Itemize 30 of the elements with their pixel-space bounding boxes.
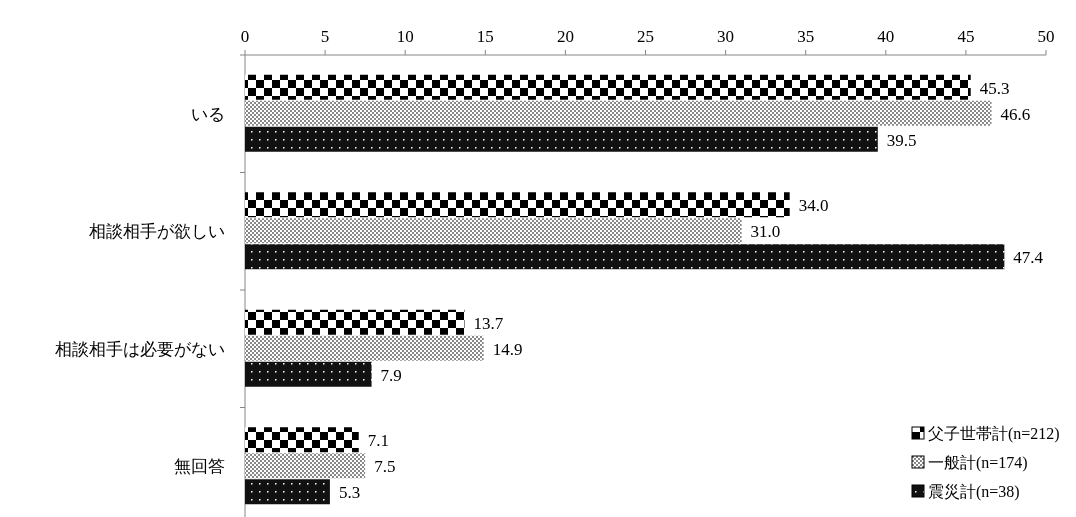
y-tick-label: 相談相手は必要がない (55, 339, 225, 359)
x-tick-label: 30 (717, 27, 735, 46)
x-tick-label: 45 (957, 27, 975, 46)
x-tick-label: 25 (637, 27, 654, 46)
data-label: 31.0 (750, 222, 781, 242)
x-tick-label: 20 (556, 27, 574, 46)
data-label: 47.4 (1013, 248, 1044, 268)
legend-label: 震災計(n=38) (928, 483, 1020, 501)
x-tick-label: 35 (797, 27, 815, 46)
legend-label: 一般計(n=174) (928, 454, 1028, 472)
data-label: 14.9 (492, 339, 523, 359)
data-label: 5.3 (338, 483, 361, 503)
x-tick-label: 10 (396, 27, 414, 46)
legend-label: 父子世帯計(n=212) (928, 425, 1060, 443)
x-tick-label: 0 (240, 27, 250, 46)
data-label: 46.6 (1000, 104, 1031, 124)
data-label: 7.5 (374, 457, 396, 477)
data-label: 7.1 (367, 431, 389, 451)
data-label: 34.0 (798, 196, 829, 216)
x-tick-label: 40 (877, 27, 895, 46)
data-label: 7.9 (380, 365, 402, 385)
data-label: 45.3 (979, 78, 1010, 98)
x-tick-label: 15 (476, 27, 494, 46)
x-tick-label: 50 (1037, 27, 1055, 46)
y-tick-label: 無回答 (174, 457, 225, 477)
data-label: 13.7 (473, 313, 504, 333)
y-tick-label: 相談相手が欲しい (89, 222, 225, 242)
x-tick-label: 5 (320, 27, 330, 46)
y-tick-label: いる (191, 104, 225, 124)
data-label: 39.5 (886, 130, 917, 150)
